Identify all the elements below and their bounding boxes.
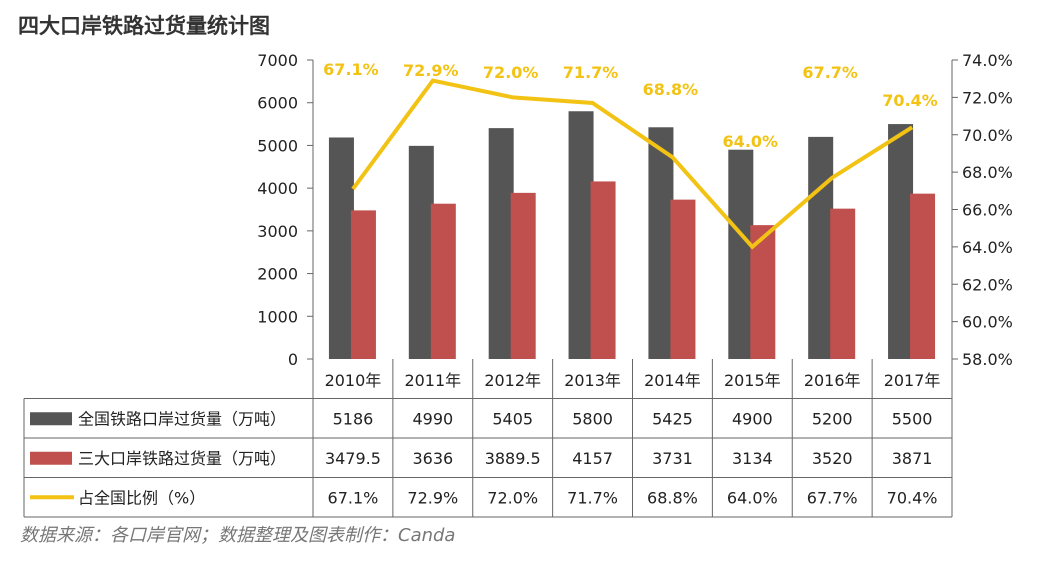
right-axis-tick-label: 64.0% bbox=[962, 238, 1013, 257]
right-axis-tick-label: 70.0% bbox=[962, 126, 1013, 145]
axes: 0 1000 2000 3000 4000 5000 6000 7000 58.0% 60.0% 6… bbox=[257, 51, 1013, 369]
left-axis-tick-label: 7000 bbox=[257, 51, 298, 70]
ratio-data-label: 68.8% bbox=[643, 80, 699, 99]
bar-national bbox=[488, 128, 514, 359]
bar-three-ports bbox=[670, 199, 696, 359]
ratio-data-label: 72.9% bbox=[403, 61, 459, 80]
right-axis-tick-label: 60.0% bbox=[962, 313, 1013, 332]
table-cell-value: 5186 bbox=[333, 409, 374, 428]
table-cell-value: 5500 bbox=[892, 409, 933, 428]
table-cell-value: 72.0% bbox=[487, 488, 538, 507]
bar-national bbox=[408, 145, 434, 359]
left-axis-tick-label: 1000 bbox=[257, 307, 298, 326]
ratio-line bbox=[351, 78, 914, 250]
bar-national bbox=[648, 127, 674, 360]
bar-national bbox=[568, 111, 594, 359]
table-cell-value: 5425 bbox=[652, 409, 693, 428]
ratio-data-label: 71.7% bbox=[563, 63, 619, 82]
table-cell-value: 4157 bbox=[572, 449, 613, 468]
table-cell-value: 5405 bbox=[492, 409, 533, 428]
table-cell-value: 72.9% bbox=[407, 488, 458, 507]
ratio-data-label: 64.0% bbox=[723, 132, 779, 151]
table-cell-value: 3636 bbox=[412, 449, 453, 468]
table-cell-value: 4900 bbox=[732, 409, 773, 428]
left-axis-tick-label: 4000 bbox=[257, 179, 298, 198]
ratio-line-layer: 67.1% 72.9% 72.0% 71.7% 68.8% 64.0% 67.7% 70.4% bbox=[323, 60, 938, 250]
ratio-data-label: 67.1% bbox=[323, 60, 379, 79]
table-cell-value: 3871 bbox=[892, 449, 933, 468]
table-cell-value: 68.8% bbox=[647, 488, 698, 507]
legend-swatch bbox=[30, 451, 72, 465]
bar-national bbox=[808, 136, 834, 359]
bars bbox=[328, 111, 936, 360]
left-axis-tick-label: 3000 bbox=[257, 222, 298, 241]
legend-swatch bbox=[30, 412, 72, 426]
bar-three-ports bbox=[350, 210, 376, 359]
bar-national bbox=[888, 124, 914, 359]
ratio-data-label: 70.4% bbox=[882, 91, 938, 110]
category-label: 2016年 bbox=[804, 371, 861, 390]
table-cell-value: 3889.5 bbox=[485, 449, 541, 468]
table-cell-value: 3479.5 bbox=[325, 449, 381, 468]
table-cell-value: 3731 bbox=[652, 449, 693, 468]
bar-three-ports bbox=[910, 193, 936, 359]
data-table: 2010年 2011年 2012年 2013年 2014年 2015年 2016年 2017年… bbox=[23, 359, 953, 518]
category-label: 2011年 bbox=[404, 371, 461, 390]
source-note: 数据来源：各口岸官网；数据整理及图表制作：Canda bbox=[20, 525, 456, 546]
table-cell-value: 3520 bbox=[812, 449, 853, 468]
left-axis-tick-label: 6000 bbox=[257, 94, 298, 113]
category-label: 2012年 bbox=[484, 371, 541, 390]
bar-three-ports bbox=[830, 208, 856, 359]
left-axis-tick-label: 0 bbox=[288, 350, 298, 369]
bar-three-ports bbox=[430, 203, 456, 359]
right-axis-tick-label: 62.0% bbox=[962, 275, 1013, 294]
legend-label: 三大口岸铁路过货量（万吨） bbox=[78, 449, 286, 468]
right-axis-tick-label: 66.0% bbox=[962, 201, 1013, 220]
bar-national bbox=[328, 137, 354, 359]
table-cell-value: 71.7% bbox=[567, 488, 618, 507]
category-label: 2014年 bbox=[644, 371, 701, 390]
table-cell-value: 5800 bbox=[572, 409, 613, 428]
table-cell-value: 67.7% bbox=[807, 488, 858, 507]
table-cell-value: 4990 bbox=[412, 409, 453, 428]
right-axis-tick-label: 58.0% bbox=[962, 350, 1013, 369]
left-axis-tick-label: 2000 bbox=[257, 265, 298, 284]
legend-label: 全国铁路口岸过货量（万吨） bbox=[78, 409, 286, 428]
category-label: 2013年 bbox=[564, 371, 621, 390]
category-label: 2015年 bbox=[724, 371, 781, 390]
ratio-data-label: 67.7% bbox=[802, 63, 858, 82]
right-axis-tick-label: 68.0% bbox=[962, 163, 1013, 182]
ratio-data-label: 72.0% bbox=[483, 63, 539, 82]
chart-title: 四大口岸铁路过货量统计图 bbox=[18, 14, 270, 38]
category-label: 2017年 bbox=[884, 371, 941, 390]
bar-three-ports bbox=[510, 192, 536, 359]
right-axis-tick-label: 74.0% bbox=[962, 51, 1013, 70]
table-cell-value: 64.0% bbox=[727, 488, 778, 507]
bar-three-ports bbox=[590, 181, 616, 359]
table-cell-value: 3134 bbox=[732, 449, 773, 468]
table-cell-value: 67.1% bbox=[328, 488, 379, 507]
table-cell-value: 70.4% bbox=[887, 488, 938, 507]
right-axis-tick-label: 72.0% bbox=[962, 88, 1013, 107]
category-label: 2010年 bbox=[325, 371, 382, 390]
bar-national bbox=[728, 149, 754, 359]
left-axis-tick-label: 5000 bbox=[257, 136, 298, 155]
table-cell-value: 5200 bbox=[812, 409, 853, 428]
legend-label: 占全国比例（%） bbox=[78, 488, 205, 507]
